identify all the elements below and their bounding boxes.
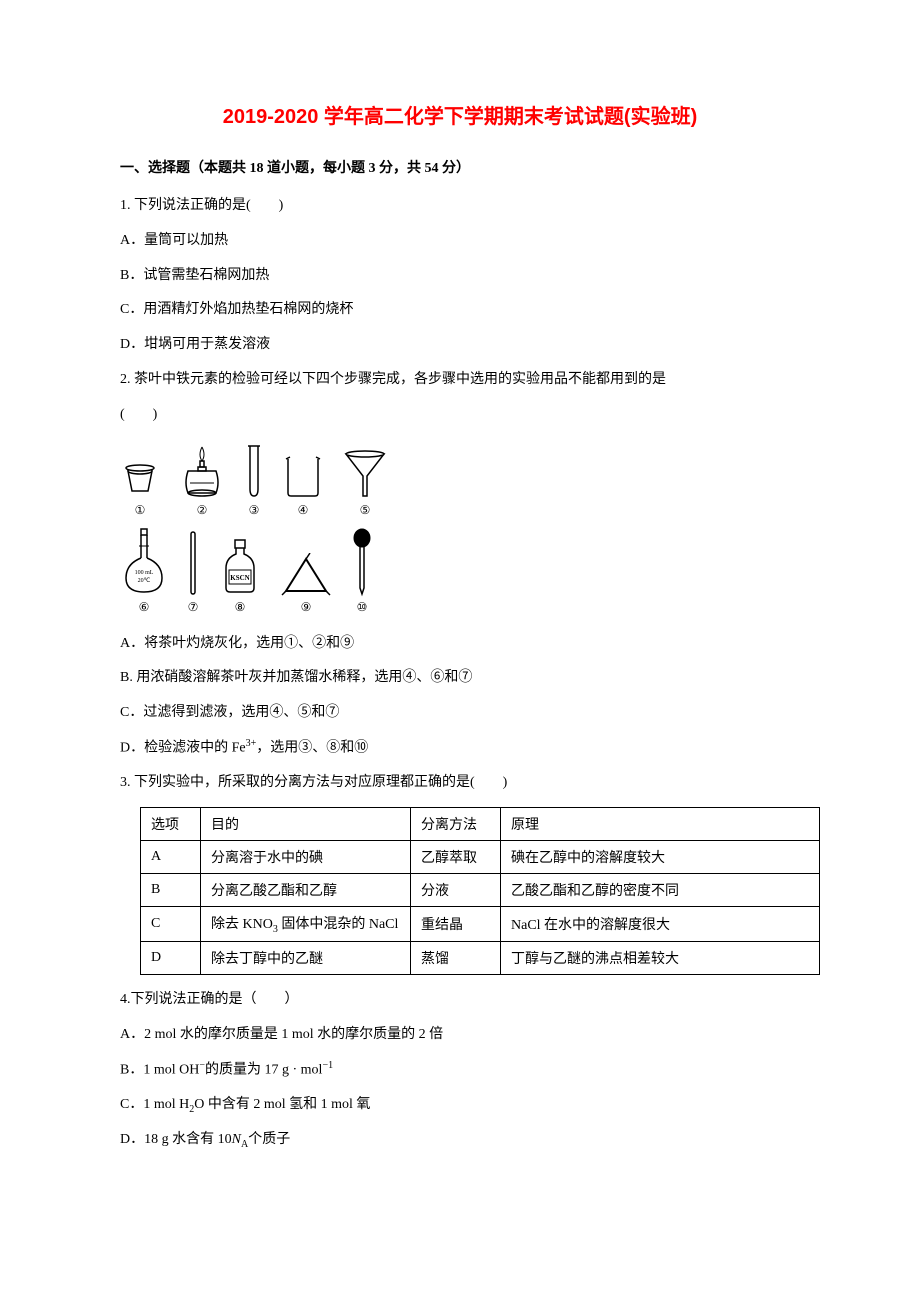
q1-option-d: D．坩埚可用于蒸发溶液 <box>120 330 800 361</box>
apparatus-label-9: ⑨ <box>301 600 312 615</box>
th-method: 分离方法 <box>411 808 501 841</box>
q2-d-tail: ，选用③、⑧和⑩ <box>256 741 368 756</box>
q1-stem: 1. 下列说法正确的是( ) <box>120 191 800 222</box>
q4d-post: 个质子 <box>248 1132 290 1147</box>
q4-option-a: A．2 mol 水的摩尔质量是 1 mol 水的摩尔质量的 2 倍 <box>120 1020 800 1051</box>
q3-stem: 3. 下列实验中，所采取的分离方法与对应原理都正确的是( ) <box>120 768 800 799</box>
apparatus-diagram: ① ② ③ <box>120 441 800 615</box>
q2-option-a: A．将茶叶灼烧灰化，选用①、②和⑨ <box>120 629 800 660</box>
q4b-sup2: −1 <box>322 1060 333 1071</box>
q1-option-c: C．用酒精灯外焰加热垫石棉网的烧杯 <box>120 295 800 326</box>
apparatus-funnel: ⑤ <box>342 446 388 518</box>
q2-d-sup: 3+ <box>246 738 257 749</box>
apparatus-glass-rod: ⑦ <box>186 528 200 615</box>
th-principle: 原理 <box>501 808 820 841</box>
vol-flask-text-1: 100 mL <box>135 570 154 576</box>
apparatus-label-7: ⑦ <box>188 600 199 615</box>
table-header-row: 选项 目的 分离方法 原理 <box>141 808 820 841</box>
q2-stem: 2. 茶叶中铁元素的检验可经以下四个步骤完成，各步骤中选用的实验用品不能都用到的… <box>120 365 800 396</box>
th-option: 选项 <box>141 808 201 841</box>
exam-title: 2019-2020 学年高二化学下学期期末考试试题(实验班) <box>120 100 800 129</box>
apparatus-crucible: ① <box>120 456 160 518</box>
apparatus-dropper: ⑩ <box>350 528 374 615</box>
c-purpose-pre: 除去 KNO <box>211 917 273 932</box>
cell-d-principle: 丁醇与乙醚的沸点相差较大 <box>501 942 820 975</box>
reagent-label: KSCN <box>230 574 249 582</box>
q2-option-b: B. 用浓硝酸溶解茶叶灰并加蒸馏水稀释，选用④、⑥和⑦ <box>120 663 800 694</box>
cell-a-purpose: 分离溶于水中的碘 <box>201 841 411 874</box>
q3-table: 选项 目的 分离方法 原理 A 分离溶于水中的碘 乙醇萃取 碘在乙醇中的溶解度较… <box>140 807 820 975</box>
cell-c-opt: C <box>141 907 201 942</box>
q4-option-d: D．18 g 水含有 10NA个质子 <box>120 1125 800 1156</box>
q2-option-d: D．检验滤液中的 Fe3+，选用③、⑧和⑩ <box>120 733 800 764</box>
cell-a-opt: A <box>141 841 201 874</box>
apparatus-label-6: ⑥ <box>139 600 150 615</box>
cell-a-method: 乙醇萃取 <box>411 841 501 874</box>
q4c-post: O 中含有 2 mol 氢和 1 mol 氧 <box>194 1097 370 1112</box>
apparatus-label-1: ① <box>135 503 146 518</box>
q4d-italic: N <box>232 1132 241 1147</box>
apparatus-label-8: ⑧ <box>235 600 246 615</box>
apparatus-label-4: ④ <box>298 503 309 518</box>
table-row: D 除去丁醇中的乙醚 蒸馏 丁醇与乙醚的沸点相差较大 <box>141 942 820 975</box>
cell-c-method: 重结晶 <box>411 907 501 942</box>
cell-d-purpose: 除去丁醇中的乙醚 <box>201 942 411 975</box>
q4-option-c: C．1 mol H2O 中含有 2 mol 氢和 1 mol 氧 <box>120 1090 800 1121</box>
apparatus-label-5: ⑤ <box>360 503 371 518</box>
apparatus-beaker: ④ <box>282 451 324 518</box>
apparatus-clay-triangle: ⑨ <box>280 553 332 615</box>
q2-d-pre: D．检验滤液中的 Fe <box>120 741 246 756</box>
apparatus-label-10: ⑩ <box>357 600 368 615</box>
apparatus-reagent-bottle: KSCN ⑧ <box>218 536 262 615</box>
c-purpose-post: 固体中混杂的 NaCl <box>278 917 399 932</box>
q1-option-b: B．试管需垫石棉网加热 <box>120 261 800 292</box>
apparatus-volumetric-flask: 100 mL 20℃ ⑥ <box>120 526 168 615</box>
cell-d-method: 蒸馏 <box>411 942 501 975</box>
q4c-pre: C．1 mol H <box>120 1097 189 1112</box>
table-row: B 分离乙酸乙酯和乙醇 分液 乙酸乙酯和乙醇的密度不同 <box>141 874 820 907</box>
table-row: A 分离溶于水中的碘 乙醇萃取 碘在乙醇中的溶解度较大 <box>141 841 820 874</box>
q4b-pre: B．1 mol OH <box>120 1062 199 1077</box>
apparatus-alcohol-lamp: ② <box>178 443 226 518</box>
cell-c-principle: NaCl 在水中的溶解度很大 <box>501 907 820 942</box>
th-purpose: 目的 <box>201 808 411 841</box>
q4b-mid: 的质量为 17 g · mol <box>205 1062 322 1077</box>
cell-b-method: 分液 <box>411 874 501 907</box>
vol-flask-text-2: 20℃ <box>138 578 151 584</box>
q4-stem: 4.下列说法正确的是（ ） <box>120 985 800 1016</box>
q1-option-a: A．量筒可以加热 <box>120 226 800 257</box>
q2-option-c: C．过滤得到滤液，选用④、⑤和⑦ <box>120 698 800 729</box>
apparatus-test-tube: ③ <box>244 441 264 518</box>
q2-stem-line2: ( ) <box>120 400 800 431</box>
apparatus-label-2: ② <box>197 503 208 518</box>
cell-b-principle: 乙酸乙酯和乙醇的密度不同 <box>501 874 820 907</box>
q4-option-b: B．1 mol OH−的质量为 17 g · mol−1 <box>120 1055 800 1086</box>
apparatus-label-3: ③ <box>249 503 260 518</box>
table-row: C 除去 KNO3 固体中混杂的 NaCl 重结晶 NaCl 在水中的溶解度很大 <box>141 907 820 942</box>
cell-b-opt: B <box>141 874 201 907</box>
cell-b-purpose: 分离乙酸乙酯和乙醇 <box>201 874 411 907</box>
cell-c-purpose: 除去 KNO3 固体中混杂的 NaCl <box>201 907 411 942</box>
section-1-header: 一、选择题（本题共 18 道小题，每小题 3 分，共 54 分） <box>120 157 800 177</box>
q4d-pre: D．18 g 水含有 10 <box>120 1132 232 1147</box>
cell-a-principle: 碘在乙醇中的溶解度较大 <box>501 841 820 874</box>
cell-d-opt: D <box>141 942 201 975</box>
